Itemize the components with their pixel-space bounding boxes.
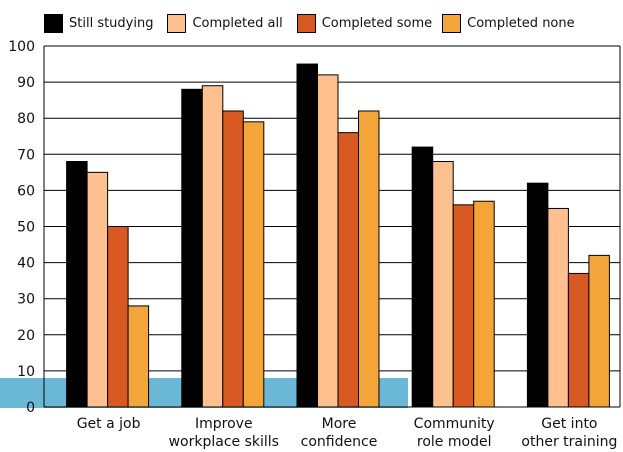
category-label-4-0: Get into: [541, 416, 597, 432]
category-label-1-1: workplace skills: [169, 434, 279, 450]
category-label-4-1: other training: [521, 434, 617, 450]
bar-completed-all-4: [547, 207, 569, 408]
legend-label-completed-some: Completed some: [321, 16, 433, 31]
y-tick-label-70: 70: [17, 147, 35, 163]
y-tick-label-60: 60: [17, 183, 35, 199]
bar-completed-all-3: [432, 161, 454, 408]
legend-swatch-completed-some: [296, 14, 316, 33]
bar-completed-all-2: [317, 74, 339, 408]
y-tick-label-20: 20: [17, 328, 35, 344]
bar-still-studying-0: [66, 161, 88, 408]
y-tick-label-100: 100: [8, 39, 35, 55]
chart-legend: Still studying Completed all Completed s…: [44, 14, 585, 33]
legend-label-completed-none: Completed none: [467, 16, 575, 31]
bar-completed-some-0: [107, 226, 129, 408]
y-tick-label-30: 30: [17, 292, 35, 308]
bar-completed-some-2: [337, 132, 359, 408]
bar-still-studying-1: [181, 88, 203, 408]
legend-swatch-completed-none: [442, 14, 462, 33]
bar-completed-some-4: [567, 272, 590, 408]
y-tick-label-0: 0: [26, 400, 35, 416]
legend-item-completed-some: Completed some: [296, 14, 433, 33]
bar-still-studying-4: [526, 182, 549, 408]
bar-completed-all-0: [86, 171, 109, 408]
category-label-3-0: Community: [414, 416, 495, 432]
y-tick-label-40: 40: [17, 256, 35, 272]
category-label-0-0: Get a job: [77, 416, 141, 432]
legend-swatch-still-studying: [44, 14, 63, 33]
y-tick-label-50: 50: [17, 220, 35, 236]
legend-swatch-completed-all: [167, 14, 187, 33]
y-tick-label-90: 90: [17, 75, 35, 91]
y-tick-label-80: 80: [17, 111, 35, 127]
y-tick-label-10: 10: [17, 364, 35, 380]
legend-item-completed-none: Completed none: [442, 14, 575, 33]
bar-completed-some-1: [222, 110, 244, 408]
bar-still-studying-3: [411, 146, 434, 408]
bar-completed-none-1: [242, 121, 265, 408]
category-label-2-1: confidence: [301, 434, 378, 450]
legend-item-still-studying: Still studying: [44, 14, 153, 33]
bar-still-studying-2: [296, 63, 318, 408]
bar-completed-all-1: [201, 85, 224, 408]
bar-completed-some-3: [452, 204, 475, 408]
legend-label-completed-all: Completed all: [192, 16, 283, 31]
bar-completed-none-3: [473, 200, 495, 408]
bar-completed-none-4: [588, 254, 610, 408]
legend-item-completed-all: Completed all: [167, 14, 283, 33]
bar-completed-none-2: [358, 110, 380, 408]
legend-label-still-studying: Still studying: [69, 16, 154, 31]
category-label-1-0: Improve: [195, 416, 253, 432]
bar-completed-none-0: [127, 305, 150, 408]
category-label-2-0: More: [322, 416, 357, 432]
category-label-3-1: role model: [417, 434, 492, 450]
